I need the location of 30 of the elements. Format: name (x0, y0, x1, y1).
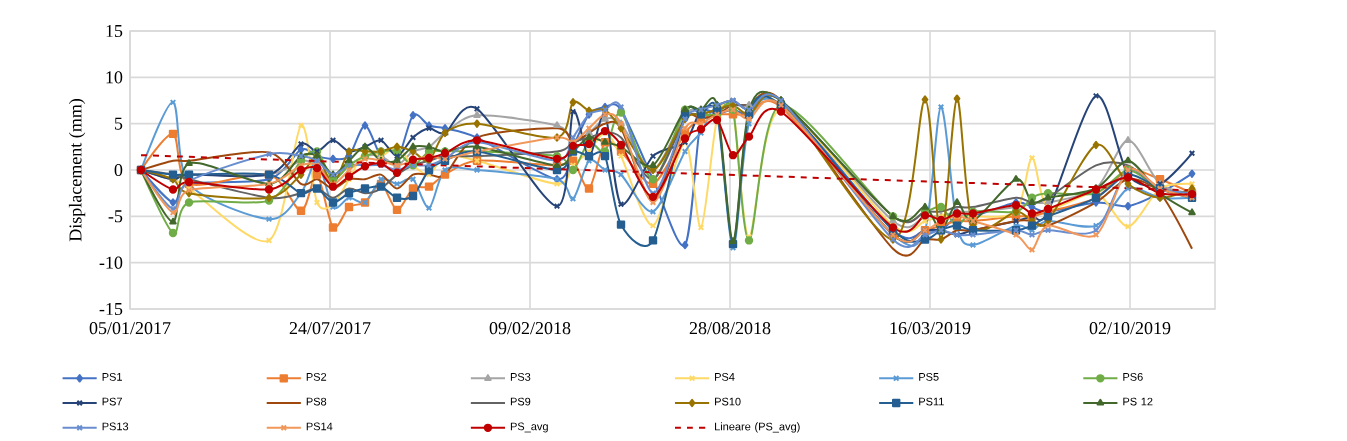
x-tick-label: 05/01/2017 (89, 321, 171, 335)
legend-label: PS9 (510, 397, 531, 406)
x-tick-label: 24/07/2017 (289, 321, 371, 335)
legend-label: Lineare (PS_avg) (715, 422, 800, 433)
x-tick-label: 28/08/2018 (689, 321, 771, 335)
x-tick-label: 09/02/2018 (489, 321, 571, 335)
legend-label: PS11 (919, 397, 944, 406)
legend-label: PS_avg (510, 422, 548, 433)
legend-label: PS7 (102, 397, 122, 406)
y-tick-label: 0 (114, 163, 123, 176)
legend-label: PS5 (919, 372, 939, 381)
legend-label: PS8 (306, 397, 327, 406)
legend-label: PS3 (510, 372, 531, 381)
legend-label: PS10 (715, 397, 741, 406)
x-tick-label: 16/03/2019 (890, 321, 971, 335)
legend-label: PS1 (102, 372, 122, 381)
legend-label: PS6 (1123, 372, 1143, 381)
y-tick-label: 15 (106, 24, 123, 37)
x-tick-label: 02/10/2019 (1089, 321, 1171, 335)
legend-label: PS2 (306, 372, 327, 381)
y-tick-label: -10 (99, 256, 123, 269)
y-axis-title: Displacement (mm) (68, 98, 86, 242)
y-tick-label: -5 (108, 210, 123, 223)
y-tick-label: 5 (114, 117, 123, 130)
y-tick-label: 10 (106, 71, 123, 84)
legend-label: PS 12 (1123, 397, 1153, 406)
legend-label: PS13 (102, 422, 129, 431)
legend-label: PS14 (306, 422, 333, 431)
y-tick-label: -15 (99, 302, 123, 315)
legend-label: PS4 (715, 372, 735, 381)
